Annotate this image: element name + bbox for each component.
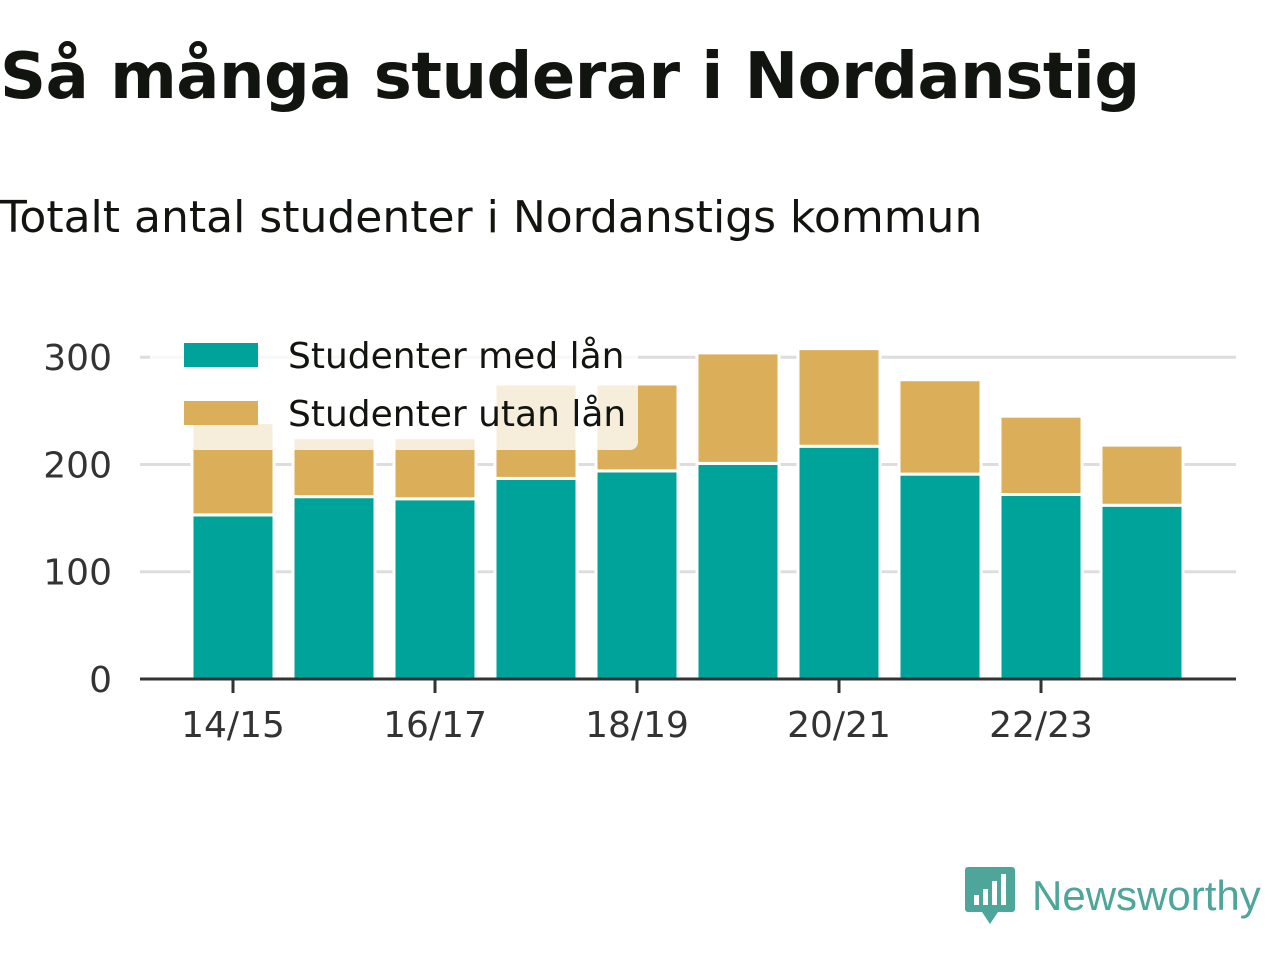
bar-med-lan-19-20 — [695, 461, 781, 681]
newsworthy-chat-bars-icon — [965, 867, 1015, 924]
bar-utan-lan-19-20 — [695, 351, 781, 465]
bar-med-lan-17-18 — [493, 476, 579, 681]
bar-med-lan-21-22 — [897, 472, 983, 681]
bar-med-lan-18-19 — [594, 469, 680, 681]
bar-utan-lan-20-21 — [796, 347, 882, 448]
newsworthy-logo: Newsworthy — [964, 864, 1261, 928]
bar-med-lan-22-23 — [998, 492, 1084, 681]
y-tick-label-300: 300 — [43, 338, 112, 379]
chart-title: Så många studerar i Nordanstig — [0, 40, 1140, 114]
bar-utan-lan-21-22 — [897, 378, 983, 476]
legend-label-utan-lan: Studenter utan lån — [288, 394, 626, 435]
x-tick-label-14-15: 14/15 — [181, 705, 285, 746]
legend-swatch-utan-lan — [184, 401, 258, 425]
bar-med-lan-20-21 — [796, 444, 882, 681]
chart-subtitle: Totalt antal studenter i Nordanstigs kom… — [0, 192, 983, 243]
bar-med-lan-14-15 — [190, 513, 276, 681]
y-tick-label-0: 0 — [89, 660, 112, 701]
axes: 0 100 200 300 14/15 16/17 18/19 20/21 22/23 — [43, 338, 1236, 746]
y-tick-label-200: 200 — [43, 445, 112, 486]
bar-med-lan-16-17 — [392, 497, 478, 681]
x-tick-label-18-19: 18/19 — [585, 705, 689, 746]
legend-swatch-med-lan — [184, 343, 258, 367]
y-tick-label-100: 100 — [43, 553, 112, 594]
x-tick-label-20-21: 20/21 — [787, 705, 891, 746]
x-tick-label-22-23: 22/23 — [989, 705, 1093, 746]
x-tick-label-16-17: 16/17 — [383, 705, 487, 746]
bar-med-lan-15-16 — [291, 495, 377, 681]
legend-label-med-lan: Studenter med lån — [288, 336, 625, 377]
legend-background — [150, 322, 638, 450]
bar-utan-lan-22-23 — [998, 414, 1084, 496]
legend: Studenter med lån Studenter utan lån — [150, 322, 638, 450]
bars — [190, 347, 1185, 681]
bar-med-lan-23-24 — [1099, 503, 1185, 681]
logo-text: Newsworthy — [1032, 872, 1261, 919]
bar-utan-lan-23-24 — [1099, 443, 1185, 507]
